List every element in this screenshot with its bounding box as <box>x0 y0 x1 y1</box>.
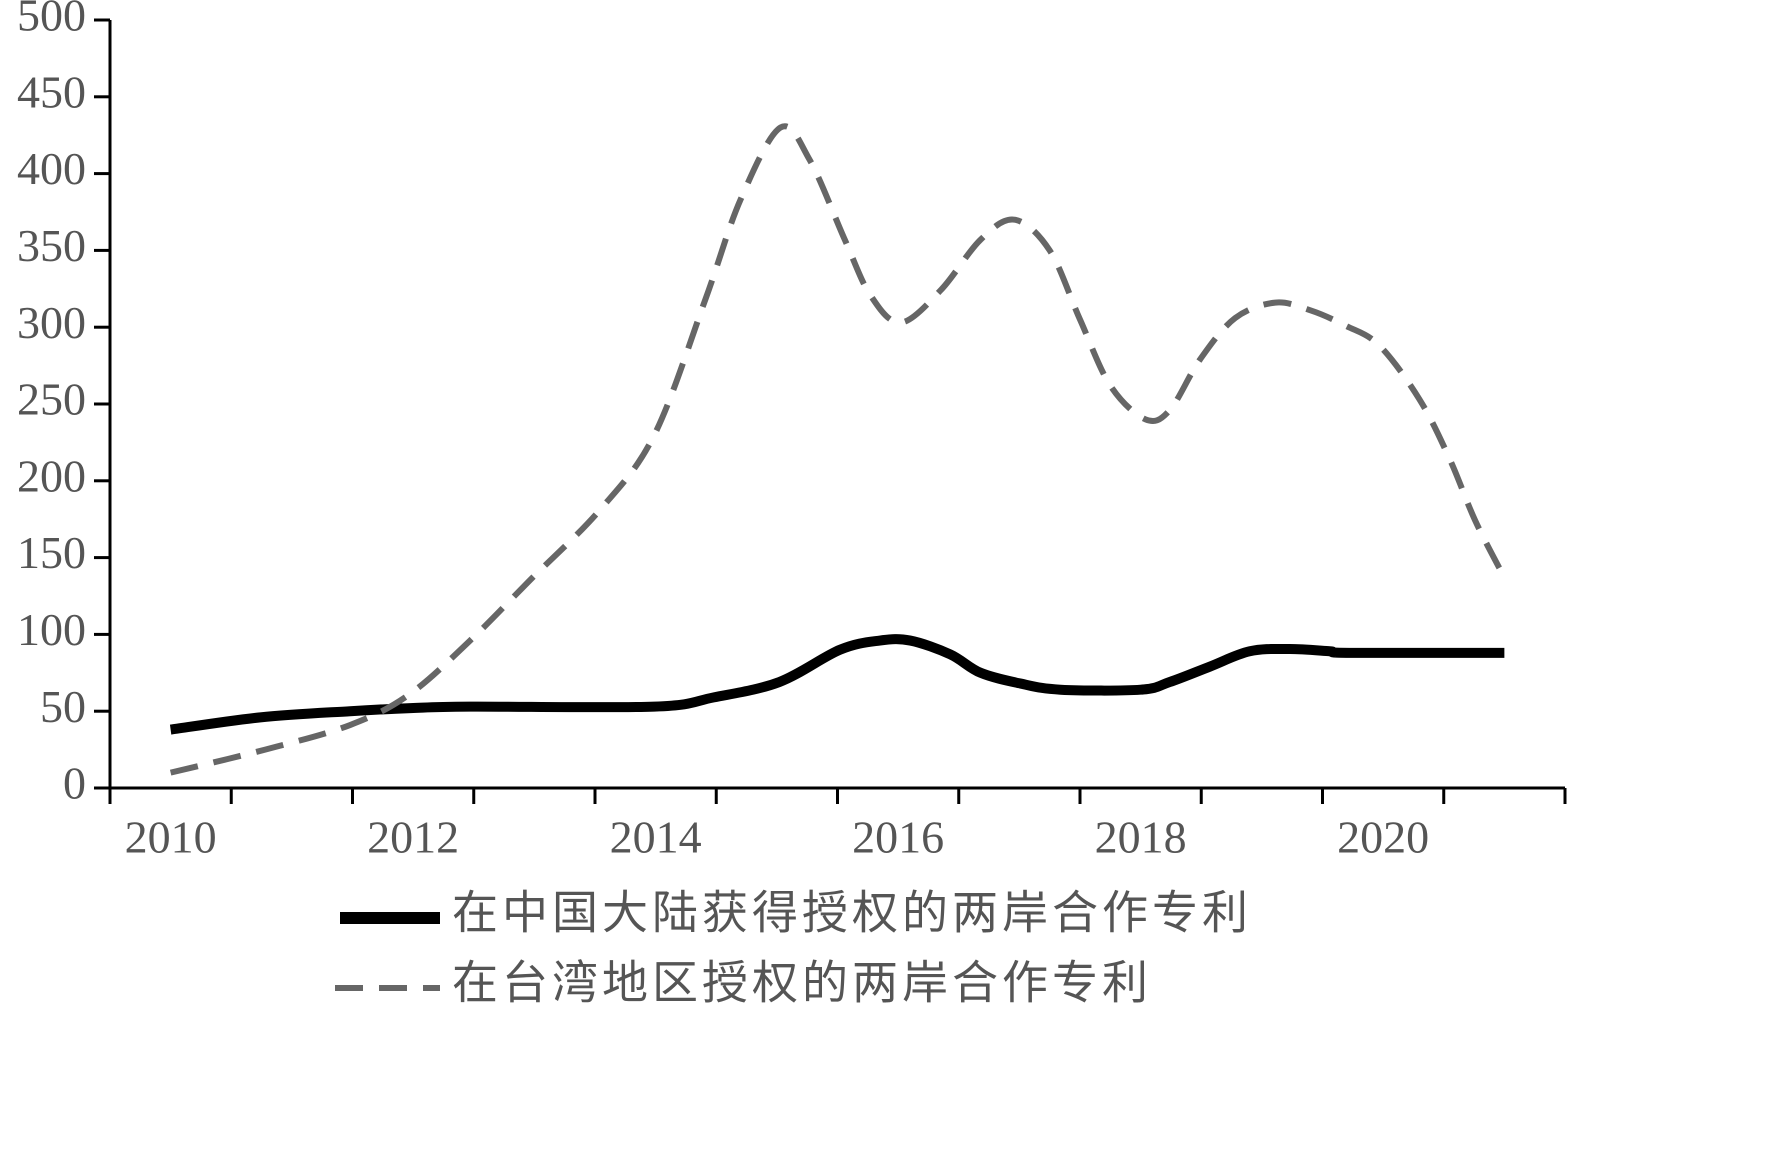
legend-label: 在台湾地区授权的两岸合作专利 <box>452 958 1152 1009</box>
y-tick-label: 200 <box>17 450 86 501</box>
x-tick-label: 2010 <box>125 812 217 863</box>
data-line <box>169 634 1505 735</box>
y-tick-label: 450 <box>17 66 86 117</box>
y-tick-label: 100 <box>17 604 86 655</box>
x-tick-label: 2018 <box>1095 812 1187 863</box>
x-tick-label: 2014 <box>610 812 702 863</box>
y-tick-label: 400 <box>17 143 86 194</box>
x-tick-label: 2016 <box>852 812 944 863</box>
y-tick-label: 0 <box>63 758 86 809</box>
y-tick-label: 50 <box>40 681 86 732</box>
data-line <box>169 123 1508 776</box>
y-tick-label: 350 <box>17 220 86 271</box>
y-tick-label: 250 <box>17 374 86 425</box>
x-tick-label: 2020 <box>1337 812 1429 863</box>
x-tick-label: 2012 <box>367 812 459 863</box>
y-tick-label: 300 <box>17 297 86 348</box>
y-tick-label: 150 <box>17 527 86 578</box>
legend-label: 在中国大陆获得授权的两岸合作专利 <box>452 888 1252 939</box>
y-tick-label: 500 <box>17 0 86 41</box>
